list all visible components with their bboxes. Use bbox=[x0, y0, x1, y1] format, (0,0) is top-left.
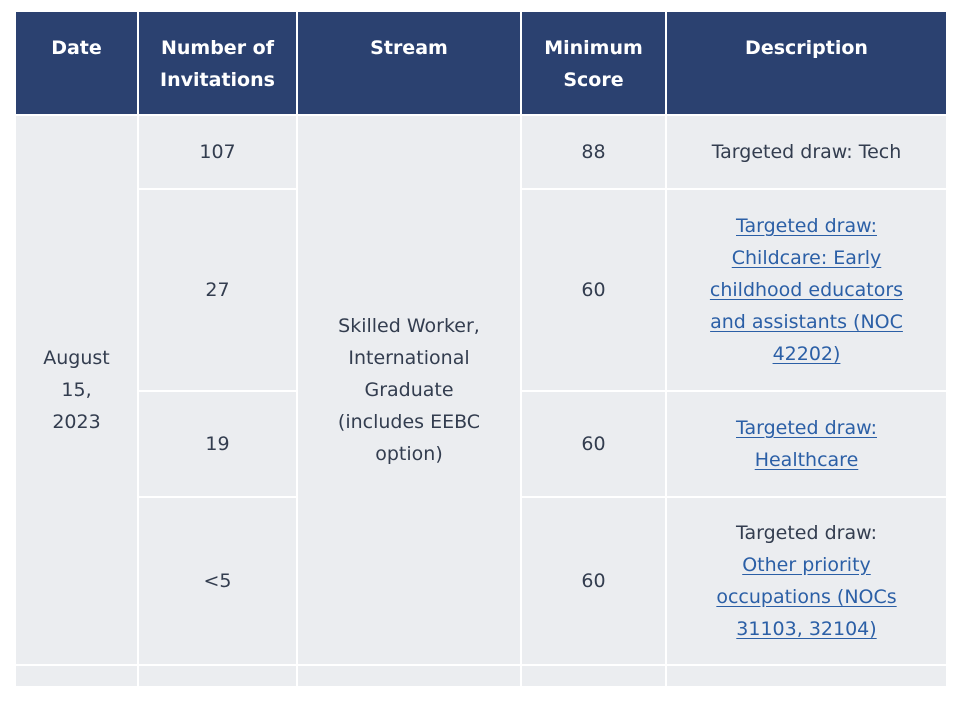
minimum-score-cell: 60 bbox=[522, 498, 665, 664]
header-minimum-score: Minimum Score bbox=[522, 12, 665, 114]
description-text: Targeted draw: Tech bbox=[711, 141, 902, 163]
table-row: August 15, 2023 107 Skilled Worker, Inte… bbox=[16, 116, 946, 664]
minimum-score-cell: 60 bbox=[522, 190, 665, 390]
header-stream: Stream bbox=[298, 12, 520, 114]
description-cell: Targeted draw: Other priority occupation… bbox=[667, 498, 946, 664]
description-cell: Targeted draw: Childcare: Early childhoo… bbox=[667, 190, 946, 390]
invitations-cell: 19 bbox=[139, 392, 296, 496]
description-cell: Targeted draw: Healthcare bbox=[667, 392, 946, 496]
partial-cell bbox=[298, 666, 520, 686]
description-cell: Targeted draw: Tech bbox=[667, 116, 946, 188]
table-header-row: Date Number of Invitations Stream Minimu… bbox=[16, 12, 946, 114]
other-priority-occupations-link[interactable]: Other priority occupations (NOCs 31103, … bbox=[716, 554, 897, 640]
header-date: Date bbox=[16, 12, 137, 114]
partial-cell bbox=[16, 666, 137, 686]
partial-cell bbox=[522, 666, 665, 686]
childcare-draw-link[interactable]: Targeted draw: Childcare: Early childhoo… bbox=[709, 215, 904, 365]
table-row: <5 60 Targeted draw: Other priority occu… bbox=[16, 498, 946, 664]
healthcare-draw-link[interactable]: Targeted draw: Healthcare bbox=[736, 417, 877, 471]
header-description: Description bbox=[667, 12, 946, 114]
table-row-partial bbox=[16, 666, 946, 686]
invitations-cell: <5 bbox=[139, 498, 296, 664]
partial-cell bbox=[667, 666, 946, 686]
minimum-score-cell: 88 bbox=[522, 116, 665, 188]
minimum-score-cell: 60 bbox=[522, 392, 665, 496]
table-row: 19 60 Targeted draw: Healthcare bbox=[16, 392, 946, 496]
header-number-of-invitations: Number of Invitations bbox=[139, 12, 296, 114]
invitations-cell: 107 bbox=[139, 116, 296, 188]
table-row: 27 60 Targeted draw: Childcare: Early ch… bbox=[16, 190, 946, 390]
stream-cell: Skilled Worker, International Graduate (… bbox=[298, 116, 520, 664]
invitations-table-container: Date Number of Invitations Stream Minimu… bbox=[14, 10, 946, 688]
invitations-cell: 27 bbox=[139, 190, 296, 390]
invitations-table: Date Number of Invitations Stream Minimu… bbox=[14, 10, 948, 688]
partial-cell bbox=[139, 666, 296, 686]
description-text: Targeted draw: bbox=[736, 522, 877, 544]
date-cell: August 15, 2023 bbox=[16, 116, 137, 664]
